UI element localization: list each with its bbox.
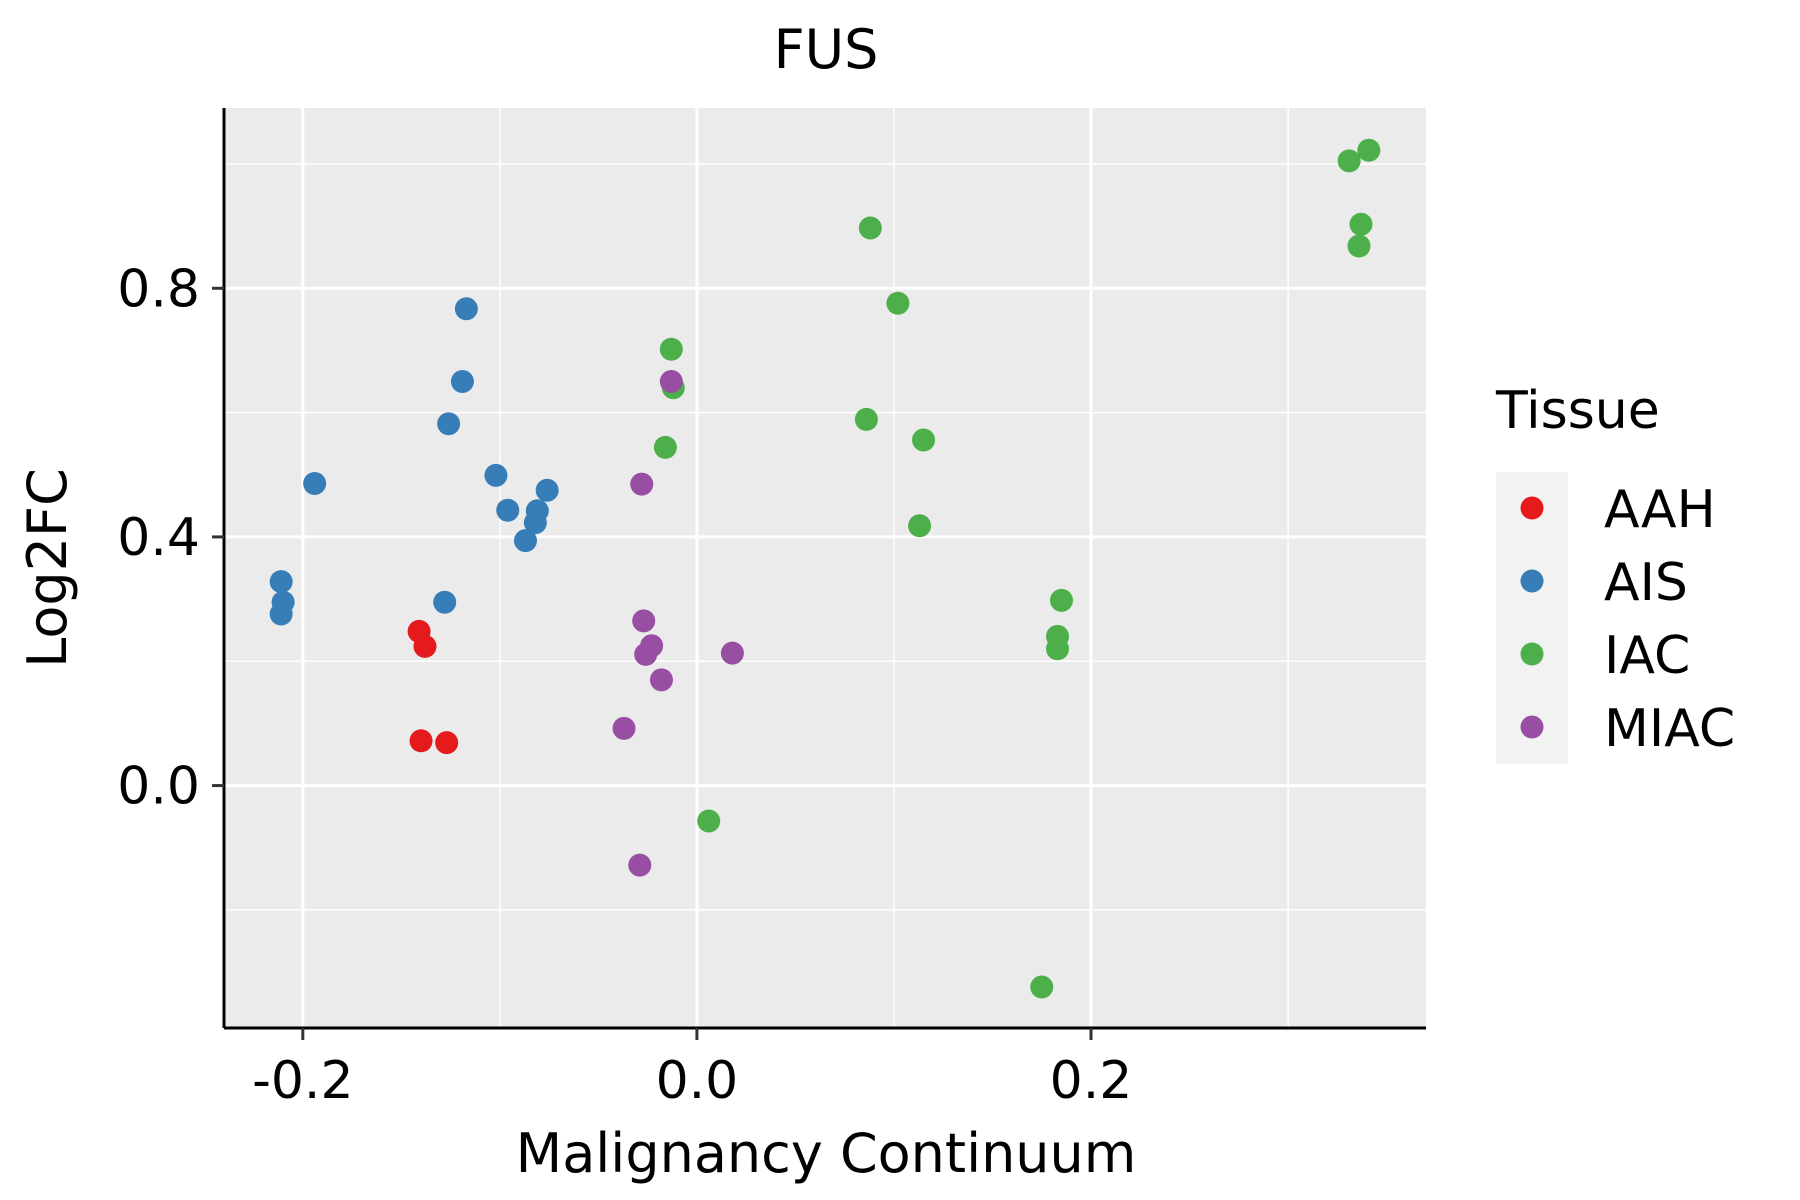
point-aah (413, 634, 437, 658)
point-iac (886, 291, 910, 315)
grid-minor (224, 108, 1426, 1028)
x-tick-label: -0.2 (252, 1051, 353, 1111)
point-iac (697, 809, 721, 833)
y-axis-title: Log2FC (16, 468, 79, 668)
x-axis-ticks: -0.2 0.0 0.2 (252, 1028, 1132, 1111)
point-ais (450, 370, 474, 394)
point-miac (649, 668, 673, 692)
point-iac (858, 216, 882, 240)
point-iac (908, 514, 932, 538)
x-tick-label: 0.0 (656, 1051, 739, 1111)
point-iac (653, 435, 677, 459)
point-miac (659, 370, 683, 394)
point-aah (409, 729, 433, 753)
point-iac (1337, 149, 1361, 173)
legend-key-background (1496, 472, 1568, 764)
point-iac (659, 337, 683, 361)
point-miac (628, 853, 652, 877)
point-ais (496, 498, 520, 522)
point-ais (269, 570, 293, 594)
y-tick-label: 0.8 (117, 259, 200, 319)
point-ais (269, 602, 293, 626)
y-axis-ticks: 0.0 0.4 0.8 (117, 259, 224, 817)
point-ais (303, 471, 327, 495)
point-aah (435, 731, 459, 755)
x-tick-label: 0.2 (1050, 1051, 1133, 1111)
x-axis-title: Malignancy Continuum (516, 1122, 1137, 1185)
point-ais (523, 511, 547, 535)
legend: Tissue AAH AIS IAC MIAC (1495, 381, 1735, 764)
plot-panel (224, 108, 1426, 1028)
legend-title: Tissue (1495, 381, 1660, 441)
legend-key-aah (1520, 496, 1544, 520)
legend-key-ais (1520, 569, 1544, 593)
legend-key-iac (1520, 642, 1544, 666)
legend-label-miac: MIAC (1604, 699, 1735, 759)
point-iac (854, 407, 878, 431)
point-miac (612, 716, 636, 740)
y-tick-label: 0.0 (117, 757, 200, 817)
point-ais (535, 478, 559, 502)
legend-label-ais: AIS (1604, 553, 1688, 613)
point-iac (1046, 637, 1070, 661)
legend-label-iac: IAC (1604, 626, 1690, 686)
point-ais (513, 529, 537, 553)
point-iac (912, 428, 936, 452)
point-ais (484, 463, 508, 487)
point-miac (720, 641, 744, 665)
point-ais (437, 412, 461, 436)
point-ais (454, 297, 478, 321)
legend-label-aah: AAH (1604, 480, 1716, 540)
legend-key-miac (1520, 715, 1544, 739)
data-points (269, 138, 1381, 999)
y-tick-label: 0.4 (117, 508, 200, 568)
point-miac (632, 609, 656, 633)
point-iac (1030, 975, 1054, 999)
point-miac (630, 472, 654, 496)
chart-title: FUS (774, 18, 879, 81)
point-miac (634, 642, 658, 666)
point-iac (1357, 138, 1381, 162)
point-iac (1349, 212, 1373, 236)
point-ais (433, 590, 457, 614)
point-iac (1049, 588, 1073, 612)
grid-major (224, 108, 1426, 1028)
legend-items: AAH AIS IAC MIAC (1520, 480, 1735, 759)
point-iac (1347, 234, 1371, 258)
